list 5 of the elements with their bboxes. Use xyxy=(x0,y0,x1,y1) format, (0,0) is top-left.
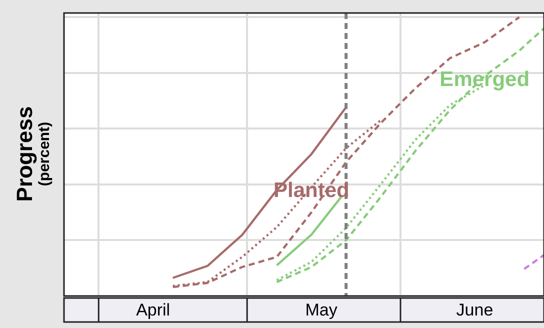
y-axis-title: Progress (percent) xyxy=(12,106,53,202)
series-label: Emerged xyxy=(440,68,530,91)
x-tick-label: May xyxy=(305,300,338,320)
x-tick-label: April xyxy=(136,300,170,320)
x-tick-label: June xyxy=(456,300,494,320)
